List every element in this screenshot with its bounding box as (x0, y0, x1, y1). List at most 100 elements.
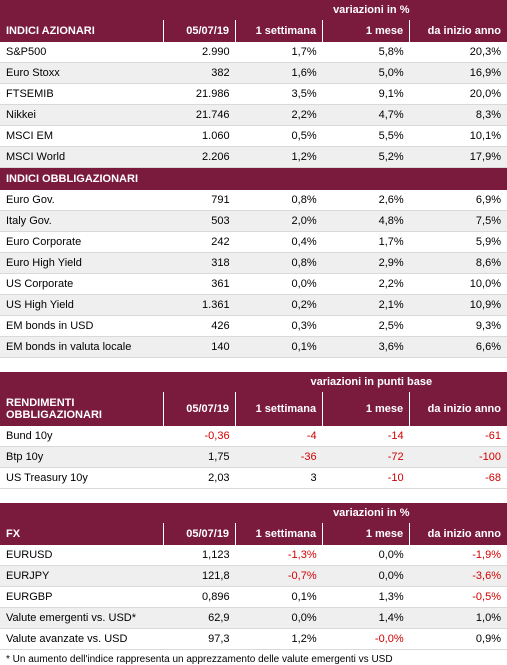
super-header-row: variazioni in % (0, 503, 507, 523)
table-row: Euro High Yield3180,8%2,9%8,6% (0, 253, 507, 274)
table-row: Euro Stoxx3821,6%5,0%16,9% (0, 63, 507, 84)
cell-value: -68 (410, 468, 507, 489)
row-label: Valute avanzate vs. USD (0, 629, 164, 650)
cell-value: 2,5% (323, 316, 410, 337)
table-row: FTSEMIB21.9863,5%9,1%20,0% (0, 84, 507, 105)
cell-value: 97,3 (164, 629, 236, 650)
cell-value: 20,0% (410, 84, 507, 105)
cell-value: 5,8% (323, 42, 410, 63)
cell-value: 8,6% (410, 253, 507, 274)
row-label: Valute emergenti vs. USD* (0, 608, 164, 629)
col-header: 05/07/19 (164, 392, 236, 426)
cell-value: 0,8% (236, 190, 323, 211)
cell-value: 0,5% (236, 126, 323, 147)
col-header: FX (0, 523, 164, 545)
cell-value: 5,0% (323, 63, 410, 84)
row-label: Bund 10y (0, 426, 164, 447)
cell-value: 10,9% (410, 295, 507, 316)
table-row: Italy Gov.5032,0%4,8%7,5% (0, 211, 507, 232)
row-label: Nikkei (0, 105, 164, 126)
cell-value: 5,2% (323, 147, 410, 168)
cell-value: 62,9 (164, 608, 236, 629)
cell-value: 0,4% (236, 232, 323, 253)
cell-value: 2,6% (323, 190, 410, 211)
row-label: MSCI World (0, 147, 164, 168)
table-row: Nikkei21.7462,2%4,7%8,3% (0, 105, 507, 126)
cell-value: 0,3% (236, 316, 323, 337)
cell-value: 361 (164, 274, 236, 295)
cell-value: 17,9% (410, 147, 507, 168)
column-header-row: INDICI AZIONARI 05/07/19 1 settimana 1 m… (0, 20, 507, 42)
cell-value: -0,5% (410, 587, 507, 608)
cell-value: 140 (164, 337, 236, 358)
super-header-row: variazioni in punti base (0, 372, 507, 392)
cell-value: -1,9% (410, 545, 507, 566)
cell-value: 9,3% (410, 316, 507, 337)
cell-value: 121,8 (164, 566, 236, 587)
cell-value: 1.361 (164, 295, 236, 316)
cell-value: 0,0% (323, 545, 410, 566)
cell-value: 2,1% (323, 295, 410, 316)
cell-value: -100 (410, 447, 507, 468)
column-header-row: FX 05/07/19 1 settimana 1 mese da inizio… (0, 523, 507, 545)
cell-value: 1,4% (323, 608, 410, 629)
col-header: da inizio anno (410, 392, 507, 426)
row-label: MSCI EM (0, 126, 164, 147)
cell-value: 242 (164, 232, 236, 253)
row-label: Euro Corporate (0, 232, 164, 253)
table-row: EM bonds in valuta locale1400,1%3,6%6,6% (0, 337, 507, 358)
cell-value: 0,896 (164, 587, 236, 608)
table-row: EURUSD1,123-1,3%0,0%-1,9% (0, 545, 507, 566)
cell-value: 9,1% (323, 84, 410, 105)
col-header: 1 mese (323, 392, 410, 426)
cell-value: 1,0% (410, 608, 507, 629)
cell-value: 2,2% (323, 274, 410, 295)
col-header: 05/07/19 (164, 523, 236, 545)
table-row: Btp 10y1,75-36-72-100 (0, 447, 507, 468)
table-row: Valute avanzate vs. USD97,31,2%-0,0%0,9% (0, 629, 507, 650)
super-header-label: variazioni in % (236, 503, 507, 523)
cell-value: -1,3% (236, 545, 323, 566)
equity-bond-indices-table: variazioni in % INDICI AZIONARI 05/07/19… (0, 0, 507, 358)
cell-value: 20,3% (410, 42, 507, 63)
col-header: 1 mese (323, 20, 410, 42)
cell-value: 426 (164, 316, 236, 337)
row-label: FTSEMIB (0, 84, 164, 105)
row-label: Btp 10y (0, 447, 164, 468)
cell-value: 0,9% (410, 629, 507, 650)
cell-value: -3,6% (410, 566, 507, 587)
cell-value: -10 (323, 468, 410, 489)
cell-value: 1,123 (164, 545, 236, 566)
cell-value: 1,7% (323, 232, 410, 253)
col-header: 1 settimana (236, 392, 323, 426)
cell-value: -61 (410, 426, 507, 447)
cell-value: 21.746 (164, 105, 236, 126)
cell-value: 2,9% (323, 253, 410, 274)
table-row: Valute emergenti vs. USD*62,90,0%1,4%1,0… (0, 608, 507, 629)
cell-value: 10,0% (410, 274, 507, 295)
row-label: Euro High Yield (0, 253, 164, 274)
section-header-row: INDICI OBBLIGAZIONARI (0, 168, 507, 191)
bond-yields-table: variazioni in punti base RENDIMENTI OBBL… (0, 372, 507, 489)
cell-value: -72 (323, 447, 410, 468)
table-row: US High Yield1.3610,2%2,1%10,9% (0, 295, 507, 316)
table-row: MSCI World2.2061,2%5,2%17,9% (0, 147, 507, 168)
cell-value: 3,6% (323, 337, 410, 358)
col-header: RENDIMENTI OBBLIGAZIONARI (0, 392, 164, 426)
cell-value: 382 (164, 63, 236, 84)
table-row: EURGBP0,8960,1%1,3%-0,5% (0, 587, 507, 608)
column-header-row: RENDIMENTI OBBLIGAZIONARI 05/07/19 1 set… (0, 392, 507, 426)
col-header: da inizio anno (410, 20, 507, 42)
section-header-label: INDICI OBBLIGAZIONARI (0, 168, 507, 191)
cell-value: 0,1% (236, 587, 323, 608)
cell-value: 0,1% (236, 337, 323, 358)
cell-value: 6,9% (410, 190, 507, 211)
cell-value: 1,6% (236, 63, 323, 84)
row-label: EURJPY (0, 566, 164, 587)
cell-value: 0,0% (236, 274, 323, 295)
table-row: EURJPY121,8-0,7%0,0%-3,6% (0, 566, 507, 587)
cell-value: 0,0% (323, 566, 410, 587)
col-header: 1 settimana (236, 20, 323, 42)
row-label: EM bonds in USD (0, 316, 164, 337)
row-label: EURGBP (0, 587, 164, 608)
